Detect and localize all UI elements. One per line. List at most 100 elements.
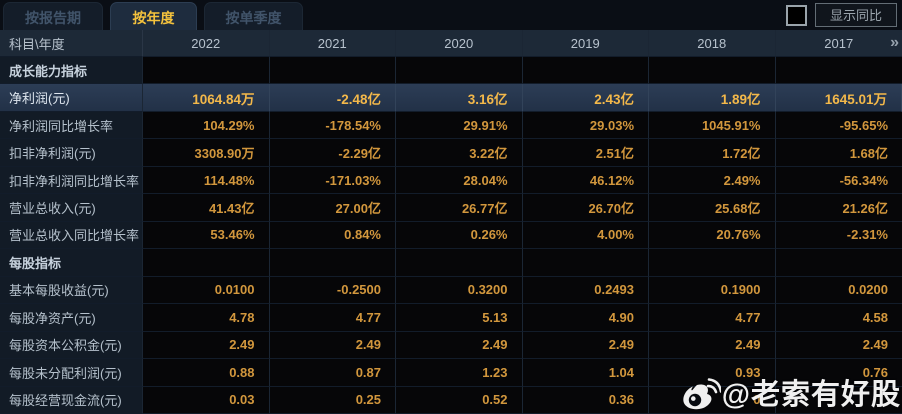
show-yoy-button[interactable]: 显示同比	[815, 3, 897, 27]
table-cell: 1.89亿	[649, 84, 776, 112]
table-cell	[143, 249, 270, 277]
table-cell: 114.48%	[143, 166, 270, 195]
table-cell: -2.48亿	[269, 84, 396, 112]
table-cell: -2.29亿	[269, 139, 396, 167]
table-cell: 4.77	[269, 304, 396, 332]
table-cell	[775, 386, 902, 414]
year-column-header: 2020	[396, 30, 523, 57]
table-cell: 1045.91%	[649, 111, 776, 140]
table-cell: 25.68亿	[649, 194, 776, 222]
table-cell: 2.51亿	[522, 139, 649, 167]
table-cell: 4.58	[775, 304, 902, 332]
table-cell	[396, 57, 523, 85]
table-cell: 1.23	[396, 359, 523, 387]
table-cell: -178.54%	[269, 111, 396, 140]
table-cell	[649, 249, 776, 277]
table-cell: 41.43亿	[143, 194, 270, 222]
financial-table: 科目\年度 2022 2021 2020 2019 2018 2017 » 成长能力指标 净利润(…	[0, 30, 902, 414]
year-column-header: 2021	[269, 30, 396, 57]
tab-by-quarter[interactable]: 按单季度	[204, 2, 303, 30]
year-label: 2017	[824, 35, 854, 51]
table-cell: -2.31%	[775, 221, 902, 250]
table-cell: 26.77亿	[396, 194, 523, 222]
table-cell: 0.0100	[143, 276, 270, 305]
table-cell: 0.25	[269, 386, 396, 414]
table-cell: 27.00亿	[269, 194, 396, 222]
period-tabbar: 按报告期 按年度 按单季度 显示同比	[0, 0, 902, 30]
table-cell: 1.68亿	[775, 139, 902, 167]
table-row-label[interactable]: 扣非净利润同比增长率	[0, 166, 143, 195]
table-cell	[269, 57, 396, 85]
table-cell: 1064.84万	[143, 84, 270, 112]
table-cell: 0	[649, 386, 776, 414]
table-cell: 2.43亿	[522, 84, 649, 112]
table-cell: 3.22亿	[396, 139, 523, 167]
table-cell: -171.03%	[269, 166, 396, 195]
table-row-label[interactable]: 成长能力指标	[0, 57, 143, 85]
show-yoy-checkbox[interactable]	[786, 4, 807, 26]
table-cell: 0.0200	[775, 276, 902, 305]
table-cell: 0.36	[522, 386, 649, 414]
year-label: 2018	[697, 35, 727, 51]
year-column-header: 2019	[522, 30, 649, 57]
table-cell: 0.03	[143, 386, 270, 414]
table-cell	[522, 57, 649, 85]
table-cell: 0.52	[396, 386, 523, 414]
table-cell: 3308.90万	[143, 139, 270, 167]
table-cell: 4.78	[143, 304, 270, 332]
table-cell: 1645.01万	[775, 84, 902, 112]
table-cell: 4.00%	[522, 221, 649, 250]
year-column-header: 2017 »	[775, 30, 902, 57]
table-row-label[interactable]: 营业总收入(元)	[0, 194, 143, 222]
table-cell: 0.3200	[396, 276, 523, 305]
table-cell: 104.29%	[143, 111, 270, 140]
table-cell: 29.03%	[522, 111, 649, 140]
table-cell: 0.76	[775, 359, 902, 387]
year-column-header: 2018	[649, 30, 776, 57]
year-column-header: 2022	[143, 30, 270, 57]
table-cell: 1.04	[522, 359, 649, 387]
table-cell: -56.34%	[775, 166, 902, 195]
yoy-controls: 显示同比	[786, 3, 897, 27]
more-columns-icon[interactable]: »	[890, 34, 899, 51]
table-cell: 0.87	[269, 359, 396, 387]
table-row-label[interactable]: 营业总收入同比增长率	[0, 221, 143, 250]
table-row-label[interactable]: 每股经营现金流(元)	[0, 386, 143, 414]
year-label: 2019	[570, 35, 600, 51]
table-row-label[interactable]: 净利润(元)	[0, 84, 143, 112]
table-row-label[interactable]: 每股资本公积金(元)	[0, 331, 143, 360]
table-cell: 2.49	[522, 331, 649, 360]
year-label: 2021	[317, 35, 347, 51]
table-cell: 0.26%	[396, 221, 523, 250]
table-cell: -0.2500	[269, 276, 396, 305]
table-cell: 4.90	[522, 304, 649, 332]
table-cell: 0.84%	[269, 221, 396, 250]
tab-by-year[interactable]: 按年度	[110, 2, 197, 30]
table-cell: 4.77	[649, 304, 776, 332]
tab-by-report-period[interactable]: 按报告期	[3, 2, 103, 30]
table-cell: 2.49	[649, 331, 776, 360]
table-row-label[interactable]: 基本每股收益(元)	[0, 276, 143, 305]
table-row-label[interactable]: 每股未分配利润(元)	[0, 359, 143, 387]
table-row-label[interactable]: 每股指标	[0, 249, 143, 277]
table-cell: 2.49	[143, 331, 270, 360]
table-row-label[interactable]: 扣非净利润(元)	[0, 139, 143, 167]
table-cell: 53.46%	[143, 221, 270, 250]
table-cell	[269, 249, 396, 277]
table-cell: 28.04%	[396, 166, 523, 195]
table-cell	[775, 249, 902, 277]
table-cell: 2.49	[269, 331, 396, 360]
table-cell: 21.26亿	[775, 194, 902, 222]
table-corner-header: 科目\年度	[0, 30, 143, 57]
table-cell: 29.91%	[396, 111, 523, 140]
year-label: 2022	[191, 35, 221, 51]
table-cell: 5.13	[396, 304, 523, 332]
table-row-label[interactable]: 净利润同比增长率	[0, 111, 143, 140]
table-cell: 0.93	[649, 359, 776, 387]
table-cell: -95.65%	[775, 111, 902, 140]
table-cell	[143, 57, 270, 85]
table-cell: 26.70亿	[522, 194, 649, 222]
table-row-label[interactable]: 每股净资产(元)	[0, 304, 143, 332]
table-cell: 2.49%	[649, 166, 776, 195]
